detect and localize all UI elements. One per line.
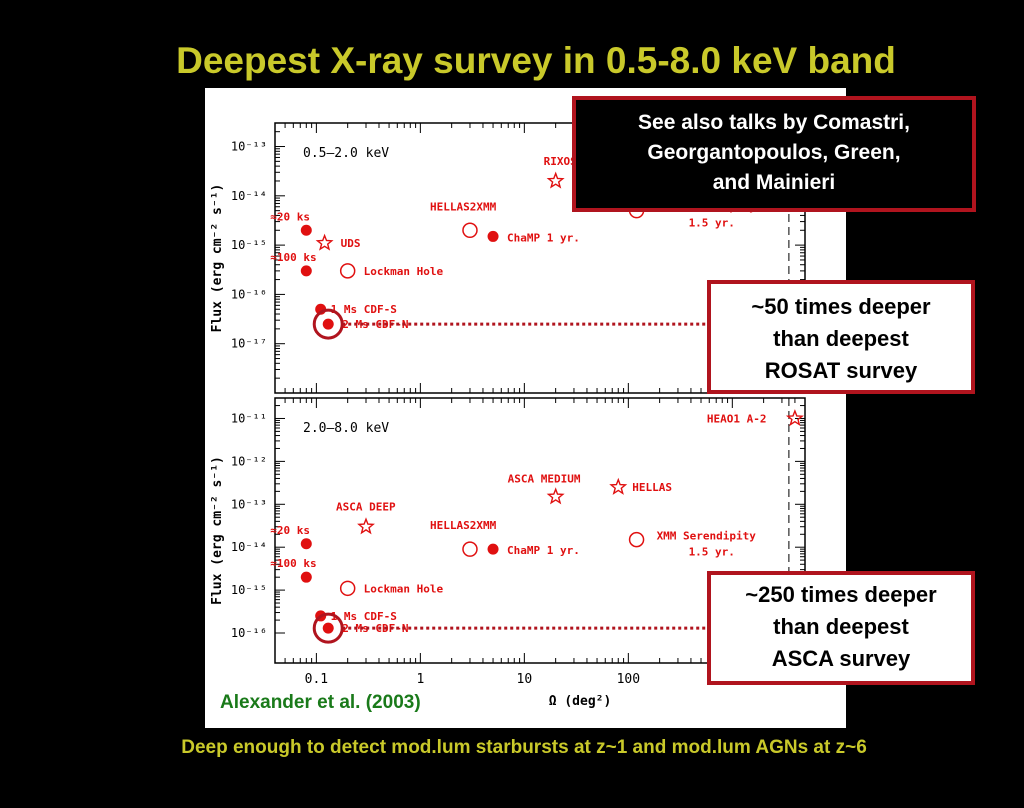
data-label: RIXOS bbox=[544, 155, 577, 168]
data-point bbox=[462, 222, 478, 239]
data-point bbox=[628, 531, 645, 548]
y-tick-label: 10⁻¹⁶ bbox=[231, 287, 267, 301]
data-point bbox=[546, 171, 565, 189]
data-point bbox=[339, 580, 356, 597]
panel-title: 2.0–8.0 keV bbox=[303, 421, 389, 436]
data-label: 1.5 yr. bbox=[689, 546, 735, 559]
see-also-callout: See also talks by Comastri, Georgantopou… bbox=[572, 96, 976, 212]
data-label: ChaMP 1 yr. bbox=[507, 544, 580, 557]
y-tick-label: 10⁻¹⁵ bbox=[231, 583, 267, 597]
data-point bbox=[300, 224, 312, 236]
data-label: 2 Ms CDF-N bbox=[342, 622, 408, 635]
data-label: ≈100 ks bbox=[270, 557, 316, 570]
x-tick-label: 100 bbox=[617, 672, 640, 687]
data-label: HELLAS2XMM bbox=[430, 519, 497, 532]
data-point bbox=[487, 543, 499, 555]
data-point bbox=[339, 263, 356, 279]
panel-title: 0.5–2.0 keV bbox=[303, 146, 389, 161]
x-tick-label: 10 bbox=[517, 672, 533, 687]
data-label: 1 Ms CDF-S bbox=[331, 610, 397, 623]
slide-footer: Deep enough to detect mod.lum starbursts… bbox=[181, 737, 867, 758]
data-label: HEAO1 A-2 bbox=[707, 412, 767, 425]
data-point bbox=[322, 318, 334, 330]
rosat-comparison-callout: ~50 times deeper than deepest ROSAT surv… bbox=[707, 280, 975, 394]
x-axis-label: Ω (deg²) bbox=[549, 694, 612, 709]
data-point bbox=[487, 230, 499, 242]
slide-title: Deepest X-ray survey in 0.5-8.0 keV band bbox=[176, 40, 896, 81]
y-axis-label: Flux (erg cm⁻² s⁻¹) bbox=[210, 456, 225, 605]
data-label: 2 Ms CDF-N bbox=[342, 318, 408, 331]
data-label: ≈20 ks bbox=[270, 210, 310, 223]
data-label: 1 Ms CDF-S bbox=[331, 303, 397, 316]
data-point bbox=[315, 233, 334, 251]
data-label: 1.5 yr. bbox=[689, 217, 735, 230]
x-tick-label: 1 bbox=[416, 672, 424, 687]
data-point bbox=[322, 622, 334, 634]
data-point bbox=[300, 265, 312, 277]
data-label: HELLAS2XMM bbox=[430, 200, 497, 213]
data-label: ≈100 ks bbox=[270, 251, 316, 264]
data-label: ASCA DEEP bbox=[336, 501, 396, 514]
data-point bbox=[462, 541, 478, 557]
data-label: UDS bbox=[341, 237, 361, 250]
data-label: ASCA MEDIUM bbox=[508, 473, 581, 486]
y-tick-label: 10⁻¹⁵ bbox=[231, 238, 267, 252]
callout-line: and Mainieri bbox=[712, 171, 836, 194]
data-point bbox=[300, 571, 312, 583]
y-tick-label: 10⁻¹⁶ bbox=[231, 626, 267, 640]
callout-line: than deepest bbox=[773, 326, 909, 351]
data-point bbox=[609, 477, 628, 495]
callout-line: ROSAT survey bbox=[764, 358, 918, 383]
asca-comparison-callout: ~250 times deeper than deepest ASCA surv… bbox=[707, 571, 975, 685]
data-label: XMM Serendipity bbox=[657, 530, 757, 543]
callout-line: See also talks by Comastri, bbox=[638, 111, 910, 134]
callout-line: ~250 times deeper bbox=[745, 582, 937, 607]
data-point bbox=[785, 409, 804, 427]
y-tick-label: 10⁻¹⁴ bbox=[231, 189, 267, 203]
y-axis-label: Flux (erg cm⁻² s⁻¹) bbox=[210, 184, 225, 333]
y-tick-label: 10⁻¹¹ bbox=[231, 411, 267, 425]
data-point bbox=[357, 517, 375, 535]
y-tick-label: 10⁻¹² bbox=[231, 454, 267, 468]
x-tick-label: 0.1 bbox=[305, 672, 328, 687]
data-label: ChaMP 1 yr. bbox=[507, 231, 580, 244]
flux-area-plot: 10⁻¹³ 10⁻¹⁴ 10⁻¹⁵ 10⁻¹⁶ 10⁻¹⁷ 0.5–2.0 keV Flux… bbox=[210, 122, 806, 709]
y-tick-label: 10⁻¹⁷ bbox=[231, 337, 267, 351]
data-label: HELLAS bbox=[632, 481, 672, 494]
plot-frame bbox=[274, 122, 806, 394]
y-tick-label: 10⁻¹³ bbox=[231, 497, 267, 511]
callout-line: ~50 times deeper bbox=[751, 294, 931, 319]
plot-frame bbox=[274, 397, 806, 664]
callout-line: than deepest bbox=[773, 614, 909, 639]
callout-line: Georgantopoulos, Green, bbox=[647, 141, 901, 164]
citation: Alexander et al. (2003) bbox=[220, 692, 421, 713]
data-point bbox=[300, 538, 312, 550]
data-label: ≈20 ks bbox=[270, 524, 310, 537]
callout-line: ASCA survey bbox=[771, 646, 911, 671]
data-label: Lockman Hole bbox=[364, 265, 444, 278]
y-tick-label: 10⁻¹³ bbox=[231, 140, 267, 154]
data-point bbox=[546, 487, 565, 505]
data-label: Lockman Hole bbox=[364, 582, 444, 595]
y-tick-label: 10⁻¹⁴ bbox=[231, 540, 267, 554]
